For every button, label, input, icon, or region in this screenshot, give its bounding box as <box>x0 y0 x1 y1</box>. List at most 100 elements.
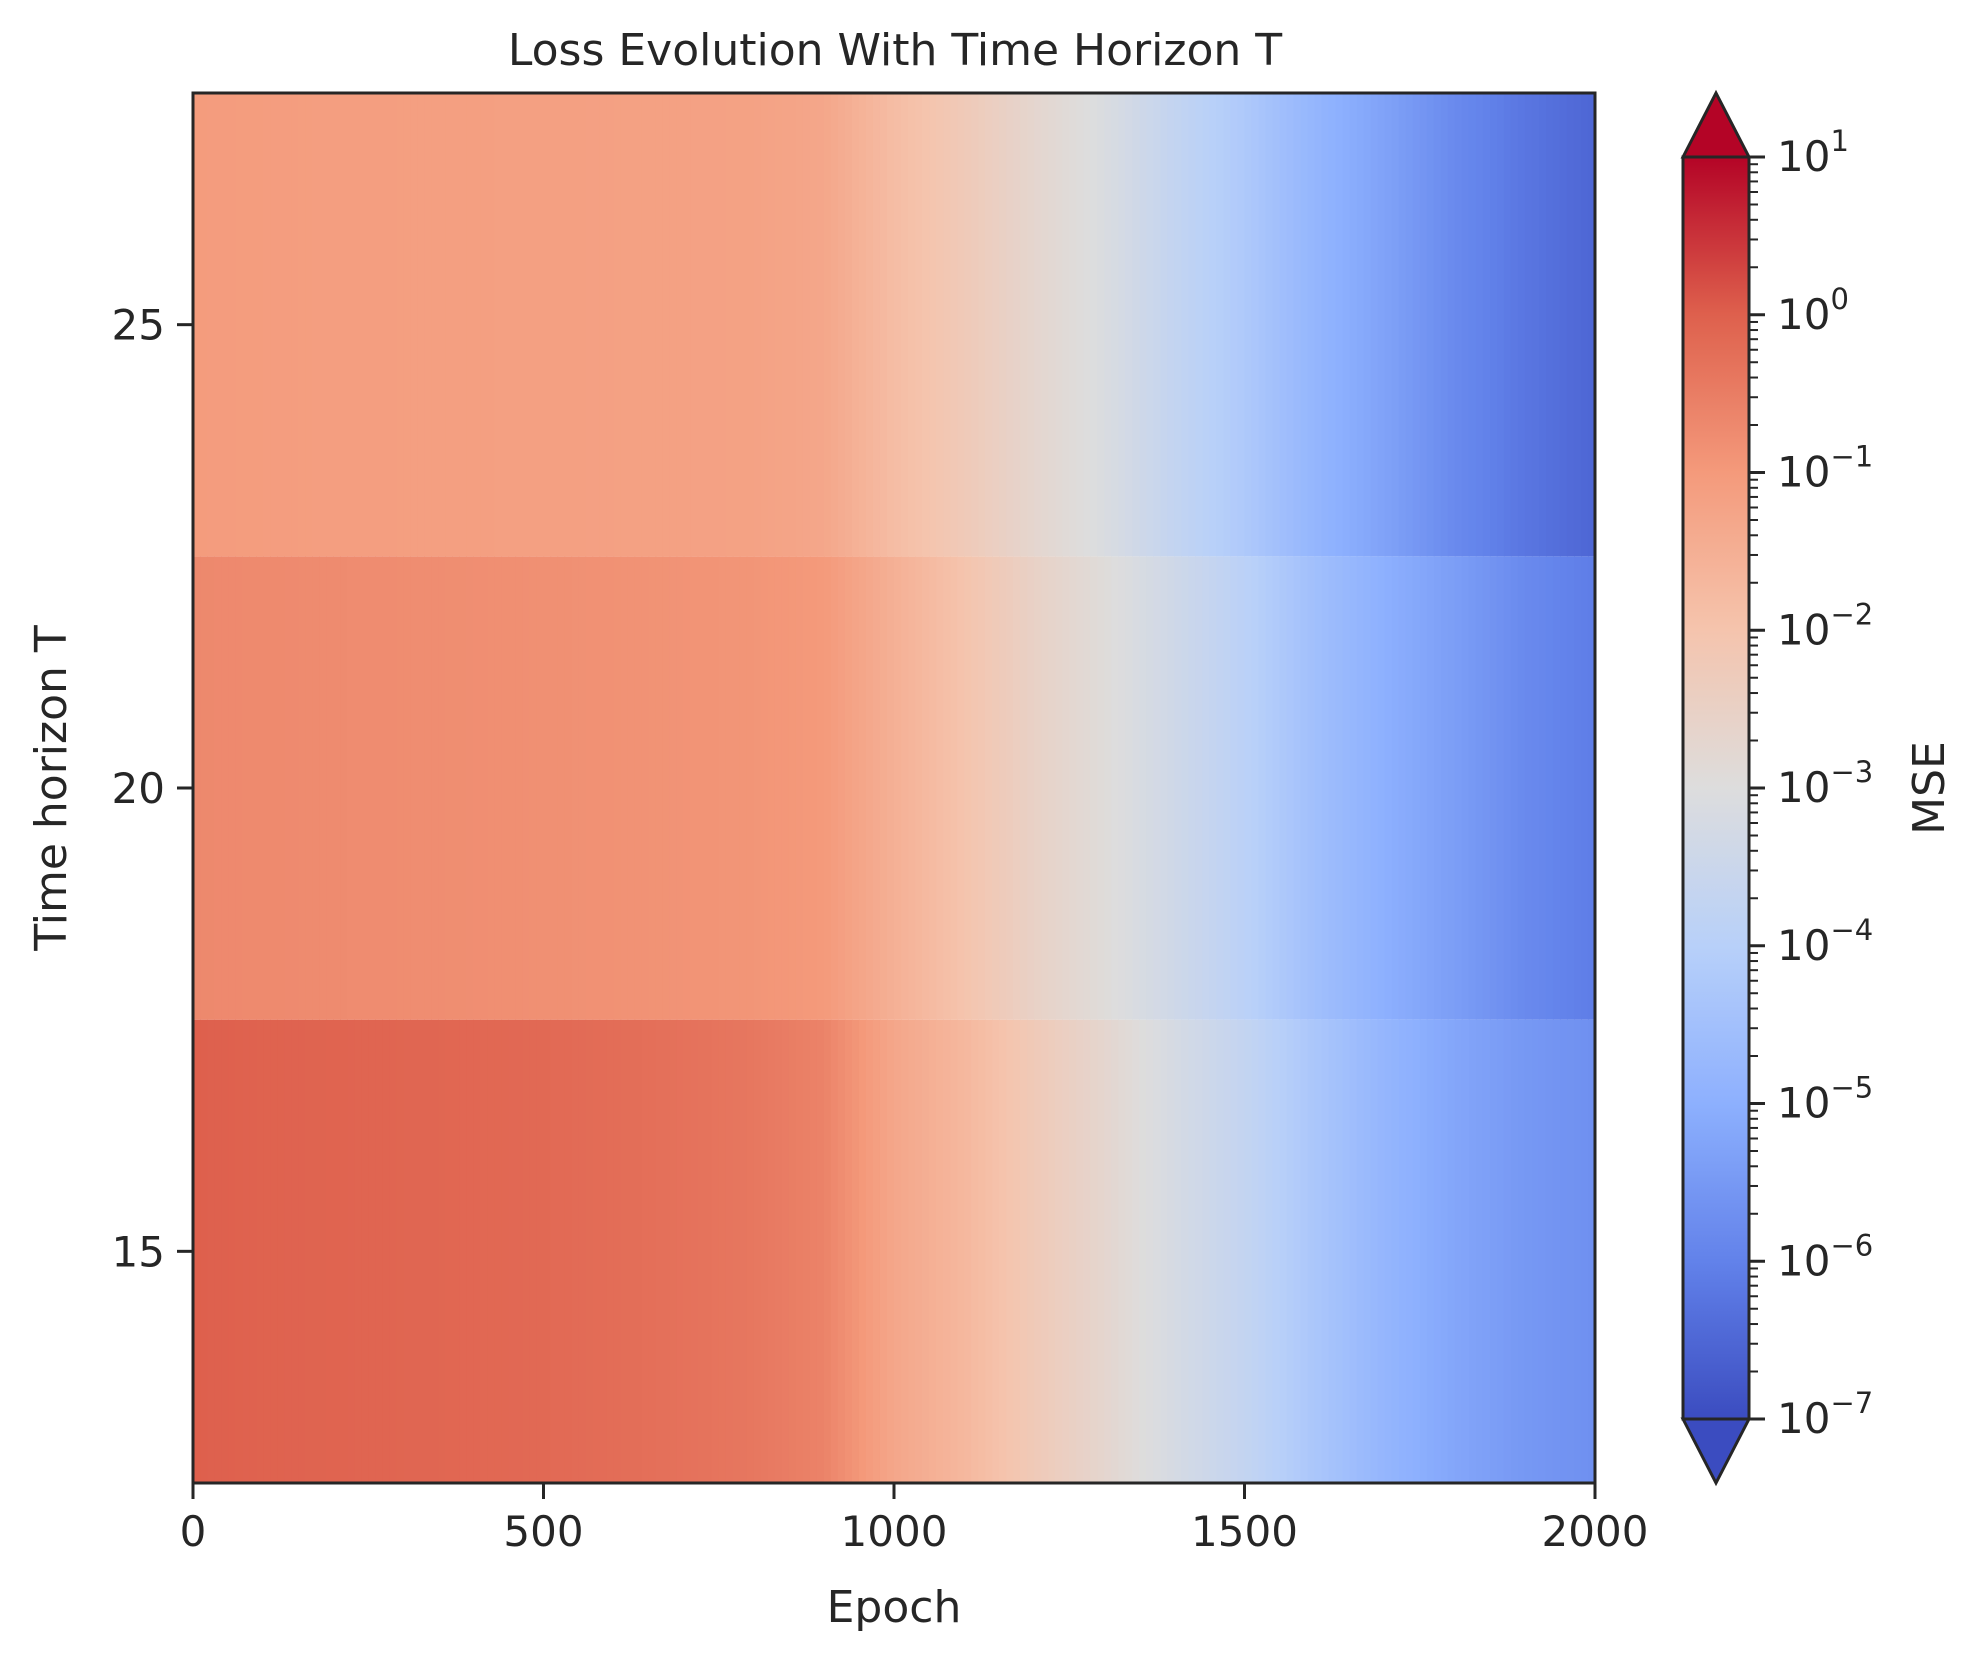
heatmap-cell <box>999 93 1007 557</box>
heatmap-cell <box>1006 1019 1014 1483</box>
heatmap-cell <box>508 556 517 1020</box>
heatmap-cell <box>536 93 545 557</box>
heatmap-cell <box>235 1019 243 1483</box>
heatmap-cell <box>922 556 930 1020</box>
colorbar-tick-label: 10−6 <box>1777 1228 1873 1285</box>
heatmap-cell <box>704 93 713 557</box>
heatmap-cell <box>1489 93 1498 557</box>
heatmap-cell <box>1482 93 1491 557</box>
heatmap-cell <box>1433 1019 1442 1483</box>
heatmap-cell <box>1356 1019 1365 1483</box>
heatmap-cell <box>908 1019 916 1483</box>
heatmap-cell <box>936 93 944 557</box>
heatmap-cell <box>515 1019 524 1483</box>
heatmap-cell <box>1419 93 1428 557</box>
heatmap-cell <box>347 93 355 557</box>
heatmap-cell <box>1447 93 1456 557</box>
heatmap-cell <box>578 1019 587 1483</box>
heatmap-cell <box>872 1019 881 1483</box>
heatmap-cell <box>1076 1019 1084 1483</box>
heatmap-cell <box>1300 93 1309 557</box>
heatmap-cell <box>1461 1019 1470 1483</box>
heatmap-cell <box>207 556 215 1020</box>
heatmap-cell <box>830 93 839 557</box>
heatmap-cell <box>599 93 608 557</box>
heatmap-cell <box>1041 93 1049 557</box>
heatmap-cell <box>1230 556 1239 1020</box>
heatmap-cell <box>361 1019 369 1483</box>
heatmap-cell <box>214 93 222 557</box>
heatmap-cell <box>1356 93 1365 557</box>
heatmap-cell <box>802 93 811 557</box>
heatmap-cell <box>964 1019 972 1483</box>
heatmap-cell <box>943 93 951 557</box>
heatmap-cell <box>1510 1019 1519 1483</box>
heatmap-cell <box>319 1019 327 1483</box>
heatmap-cell <box>585 556 594 1020</box>
heatmap-cell <box>1216 1019 1225 1483</box>
heatmap-cell <box>1090 556 1098 1020</box>
heatmap-cell <box>466 556 474 1020</box>
x-tick-label: 0 <box>180 1507 207 1556</box>
heatmap-cell <box>1139 1019 1147 1483</box>
heatmap-cell <box>452 556 460 1020</box>
heatmap-cell <box>1419 1019 1428 1483</box>
heatmap-cell <box>1461 93 1470 557</box>
heatmap-cell <box>270 556 278 1020</box>
heatmap-cell <box>1293 93 1302 557</box>
heatmap-cell <box>816 93 825 557</box>
colorbar-tick-label: 10−7 <box>1777 1386 1873 1443</box>
heatmap-cell <box>1181 93 1190 557</box>
heatmap-cell <box>1216 556 1225 1020</box>
heatmap-cell <box>522 1019 531 1483</box>
heatmap-cell <box>816 1019 825 1483</box>
heatmap-cell <box>1538 93 1547 557</box>
heatmap-cell <box>1531 93 1540 557</box>
colorbar-tick-label: 10−3 <box>1777 755 1873 812</box>
heatmap-cell <box>781 93 790 557</box>
heatmap-cell <box>1349 93 1358 557</box>
heatmap-cell <box>277 1019 285 1483</box>
heatmap-cell <box>992 93 1000 557</box>
heatmap-cell <box>1104 1019 1112 1483</box>
heatmap-cell <box>305 1019 313 1483</box>
heatmap-cell <box>1251 93 1260 557</box>
heatmap-cell <box>375 1019 383 1483</box>
heatmap-cell <box>837 1019 846 1483</box>
heatmap-cell <box>1328 93 1337 557</box>
heatmap-cell <box>704 556 713 1020</box>
heatmap-cell <box>816 556 825 1020</box>
heatmap-cell <box>1307 93 1316 557</box>
heatmap-cell <box>1405 93 1414 557</box>
heatmap-cell <box>298 556 306 1020</box>
heatmap-cell <box>1258 556 1267 1020</box>
heatmap-cell <box>1153 93 1161 557</box>
heatmap-cell <box>1020 93 1028 557</box>
heatmap-cell <box>501 93 510 557</box>
heatmap-cell <box>858 556 867 1020</box>
heatmap-cell <box>1202 556 1211 1020</box>
heatmap-cell <box>1580 556 1589 1020</box>
heatmap-cell <box>1552 1019 1561 1483</box>
heatmap-cell <box>1027 556 1035 1020</box>
heatmap-cell <box>851 93 860 557</box>
heatmap-cell <box>1195 556 1204 1020</box>
heatmap-cell <box>1209 93 1218 557</box>
heatmap-cell <box>1258 93 1267 557</box>
heatmap-cell <box>1398 1019 1407 1483</box>
heatmap-cell <box>718 93 727 557</box>
heatmap-cell <box>480 556 489 1020</box>
heatmap-cell <box>662 1019 671 1483</box>
heatmap-cell <box>445 93 453 557</box>
heatmap-cell <box>298 1019 306 1483</box>
heatmap-cell <box>1328 1019 1337 1483</box>
heatmap-cell <box>347 556 355 1020</box>
heatmap-cell <box>459 93 467 557</box>
heatmap-cell <box>1034 1019 1042 1483</box>
heatmap-cell <box>1293 556 1302 1020</box>
x-tick-label: 2000 <box>1542 1507 1649 1556</box>
heatmap-cell <box>1559 556 1568 1020</box>
heatmap-cell <box>1573 93 1582 557</box>
heatmap-cell <box>725 556 734 1020</box>
colorbar-tick-label: 100 <box>1777 282 1849 339</box>
